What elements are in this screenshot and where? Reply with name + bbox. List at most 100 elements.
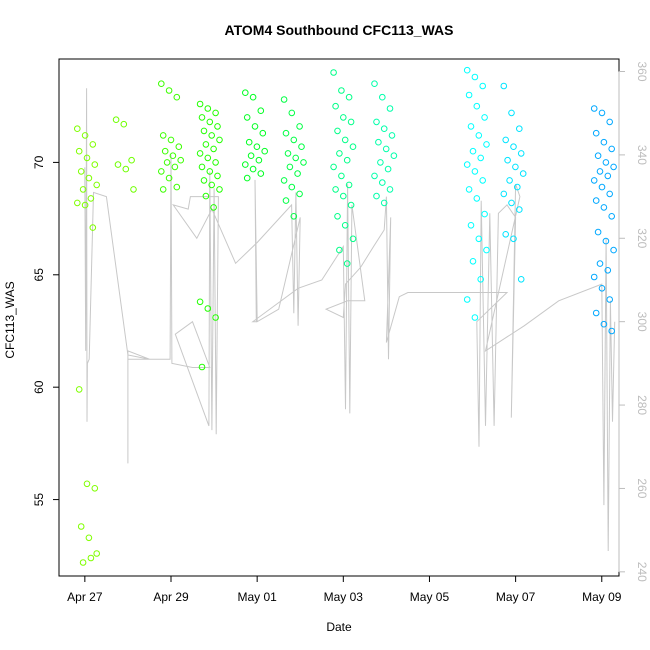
data-point: [165, 174, 173, 182]
data-point: [510, 235, 517, 243]
data-point: [341, 222, 349, 229]
data-point: [120, 120, 128, 128]
data-points-layer: [74, 66, 617, 566]
data-point: [296, 190, 303, 198]
data-point: [463, 66, 471, 74]
data-point: [510, 143, 517, 150]
data-point: [74, 125, 81, 132]
data-point: [481, 114, 488, 121]
data-point: [130, 186, 137, 193]
data-point: [592, 197, 600, 204]
x-tick-label: May 07: [496, 590, 536, 604]
data-point: [380, 199, 388, 207]
data-point: [467, 222, 475, 229]
data-point: [606, 296, 614, 303]
data-point: [500, 190, 508, 198]
data-point: [598, 285, 606, 292]
data-point: [255, 156, 263, 164]
data-point: [608, 327, 616, 335]
data-point: [173, 93, 181, 101]
data-point: [477, 276, 485, 283]
data-point: [249, 165, 257, 173]
data-point: [598, 183, 606, 191]
data-point: [242, 89, 249, 96]
data-point: [158, 168, 165, 175]
data-point: [471, 168, 479, 175]
data-point: [259, 129, 267, 137]
x-tick-label: Apr 29: [153, 590, 189, 604]
data-point: [512, 163, 519, 171]
data-point: [87, 554, 95, 562]
data-point: [114, 161, 122, 168]
data-point: [606, 118, 614, 126]
data-point: [198, 363, 206, 371]
data-point: [91, 485, 99, 492]
data-point: [373, 118, 380, 126]
data-point: [198, 114, 206, 121]
data-point: [502, 136, 510, 144]
data-point: [280, 177, 288, 184]
series-flight-10: [500, 82, 527, 283]
data-point: [347, 201, 355, 209]
altitude-series-line: [84, 88, 616, 552]
data-point: [91, 161, 99, 168]
series-flight-7: [330, 69, 357, 267]
series-flight-5: [242, 89, 269, 182]
data-point: [371, 80, 378, 87]
data-point: [214, 123, 221, 130]
data-point: [377, 159, 384, 166]
data-point: [336, 246, 343, 254]
data-point: [282, 129, 290, 137]
data-point: [206, 168, 214, 175]
data-point: [280, 96, 288, 103]
data-point: [165, 87, 173, 94]
data-point: [516, 125, 523, 132]
data-point: [284, 150, 292, 157]
x-axis: Apr 27 Apr 29 May 01 May 03 May 05 May 07 May …: [67, 575, 622, 604]
data-point: [386, 105, 394, 112]
data-point: [243, 174, 251, 182]
data-point: [463, 296, 471, 303]
data-point: [508, 109, 515, 117]
data-point: [161, 147, 169, 155]
data-point: [158, 80, 165, 87]
y2-tick-label: 360: [635, 61, 649, 81]
data-point: [600, 138, 608, 146]
data-point: [87, 195, 95, 202]
data-point: [77, 523, 85, 530]
data-point: [610, 163, 617, 171]
y2-tick-label: 260: [635, 478, 649, 498]
x-tick-label: May 03: [324, 590, 364, 604]
data-point: [245, 138, 253, 146]
data-point: [85, 534, 93, 542]
data-point: [332, 186, 339, 193]
data-point: [300, 159, 307, 166]
y-tick-label: 60: [32, 380, 46, 394]
data-point: [463, 161, 471, 168]
data-point: [465, 91, 473, 99]
data-point: [606, 190, 614, 198]
data-point: [175, 143, 183, 150]
data-point: [171, 163, 179, 171]
data-point: [594, 228, 602, 236]
data-point: [85, 174, 93, 182]
data-point: [590, 177, 598, 184]
data-point: [288, 109, 296, 117]
data-point: [173, 183, 181, 191]
data-point: [384, 165, 392, 173]
data-point: [473, 195, 481, 202]
data-point: [592, 129, 600, 137]
data-point: [257, 170, 265, 177]
series-flight-1: [74, 125, 100, 566]
data-point: [475, 235, 483, 243]
x-axis-label: Date: [326, 620, 352, 634]
data-point: [386, 186, 394, 193]
data-point: [296, 123, 303, 130]
data-point: [343, 156, 351, 164]
data-point: [282, 197, 290, 204]
data-point: [122, 165, 130, 173]
data-point: [167, 136, 175, 144]
data-point: [75, 147, 83, 155]
data-point: [514, 183, 521, 191]
data-point: [81, 132, 89, 139]
